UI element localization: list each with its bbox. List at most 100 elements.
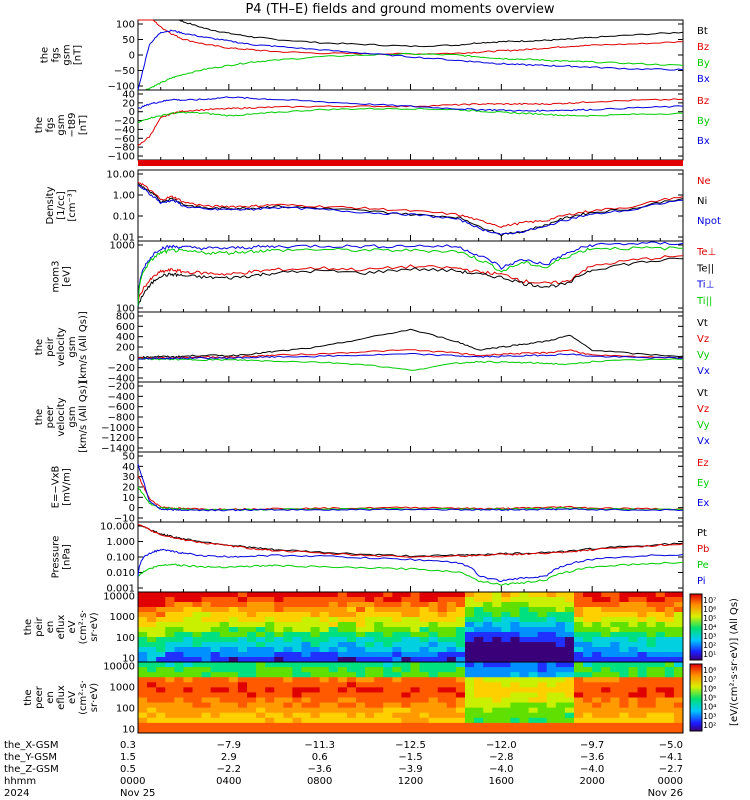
spectrogram-cell	[537, 672, 548, 678]
y-axis-label-line: the	[34, 339, 45, 355]
spectrogram-cell	[646, 712, 657, 719]
spectrogram-cell	[374, 622, 384, 628]
spectrogram-cell	[256, 637, 266, 643]
spectrogram-cell	[210, 647, 221, 653]
spectrogram-cell	[138, 697, 148, 704]
spectrogram-cell	[410, 692, 421, 698]
spectrogram-cell	[247, 667, 257, 673]
spectrogram-cell	[637, 707, 648, 714]
spectrogram-cell	[319, 717, 330, 724]
spectrogram-cell	[610, 712, 620, 719]
y-tick-label: 0	[129, 51, 135, 62]
spectrogram-cell	[673, 667, 684, 673]
spectrogram-cell	[156, 632, 166, 638]
spectrogram-cell	[610, 607, 620, 613]
spectrogram-cell	[310, 662, 321, 668]
spectrogram-cell	[546, 682, 557, 688]
spectrogram-cell	[428, 712, 439, 719]
spectrogram-cell	[619, 702, 629, 709]
spectrogram-cell	[392, 617, 402, 623]
spectrogram-cell	[528, 727, 539, 734]
spectrogram-cell	[646, 637, 657, 643]
spectrogram-cell	[310, 632, 321, 638]
spectrogram-cell	[510, 712, 520, 719]
spectrogram-cell	[637, 677, 648, 683]
spectrogram-cell	[201, 602, 212, 608]
spectrogram-cell	[337, 667, 348, 673]
spectrogram-cell	[583, 727, 593, 734]
spectrogram-cell	[628, 592, 639, 598]
spectrogram-cell	[592, 712, 602, 719]
spectrogram-cell	[637, 592, 648, 598]
spectrogram-cell	[156, 607, 166, 613]
spectrogram-cell	[664, 602, 675, 608]
spectrogram-cell	[483, 612, 493, 618]
spectrogram-cell	[673, 702, 684, 709]
y-tick-label: 1000	[110, 612, 135, 623]
y-tick-label: −1000	[101, 423, 135, 434]
colorbar-label: 10²	[703, 641, 716, 650]
spectrogram-cell	[319, 682, 330, 688]
spectrogram-cell	[310, 682, 321, 688]
y-tick-label: −50	[114, 66, 135, 77]
spectrogram-cell	[392, 657, 402, 663]
spectrogram-cell	[165, 642, 175, 648]
spectrogram-cell	[247, 647, 257, 653]
colorbar-label: 10¹	[703, 650, 716, 659]
spectrogram-cell	[256, 622, 266, 628]
spectrogram-cell	[192, 637, 203, 643]
spectrogram-cell	[256, 632, 266, 638]
spectrogram-cell	[637, 632, 648, 638]
spectrogram-cell	[428, 662, 439, 668]
spectrogram-cell	[455, 642, 466, 648]
spectrogram-cell	[283, 627, 293, 633]
spectrogram-cell	[346, 592, 357, 598]
spectrogram-cell	[292, 717, 302, 724]
spectrogram-cell	[292, 672, 302, 678]
spectrogram-cell	[147, 647, 157, 653]
spectrogram-cell	[256, 592, 266, 598]
panel-frame	[137, 169, 684, 242]
spectrogram-cell	[583, 642, 593, 648]
spectrogram-cell	[156, 612, 166, 618]
spectrogram-cell	[465, 677, 475, 683]
spectrogram-cell	[501, 657, 511, 663]
spectrogram-cell	[346, 642, 357, 648]
spectrogram-cell	[519, 707, 530, 714]
spectrogram-cell	[619, 632, 629, 638]
legend-entry: Pt	[697, 528, 707, 539]
spectrogram-cell	[301, 632, 312, 638]
spectrogram-cell	[383, 607, 393, 613]
spectrogram-cell	[265, 622, 275, 628]
spectrogram-cell	[147, 667, 157, 673]
spectrogram-cell	[537, 642, 548, 648]
spectrogram-cell	[583, 687, 593, 693]
spectrogram-cell	[165, 612, 175, 618]
spectrogram-cell	[283, 697, 293, 704]
panel-frame	[137, 19, 684, 91]
spectrogram-cell	[265, 682, 275, 688]
spectrogram-cell	[592, 592, 602, 598]
spectrogram-cell	[537, 592, 548, 598]
spectrogram-cell	[446, 687, 457, 693]
spectrogram-cell	[256, 727, 266, 734]
spectrogram-cell	[610, 707, 620, 714]
legend-entry: Ez	[697, 458, 709, 469]
spectrogram-cell	[410, 647, 421, 653]
spectrogram-cell	[583, 607, 593, 613]
spectrogram-cell	[637, 702, 648, 709]
spectrogram-cell	[492, 727, 502, 734]
spectrogram-cell	[147, 727, 157, 734]
spectrogram-cell	[346, 657, 357, 663]
spectrogram-cell	[510, 602, 520, 608]
series-line-Ex	[137, 463, 684, 512]
spectrogram-cell	[310, 602, 321, 608]
spectrogram-cell	[356, 712, 366, 719]
spectrogram-cell	[165, 682, 175, 688]
y-axis-label-line: eflux	[56, 685, 67, 710]
spectrogram-cell	[474, 627, 484, 633]
spectrogram-cell	[446, 672, 457, 678]
spectrogram-cell	[147, 682, 157, 688]
spectrogram-cell	[664, 727, 675, 734]
spectrogram-cell	[310, 717, 321, 724]
